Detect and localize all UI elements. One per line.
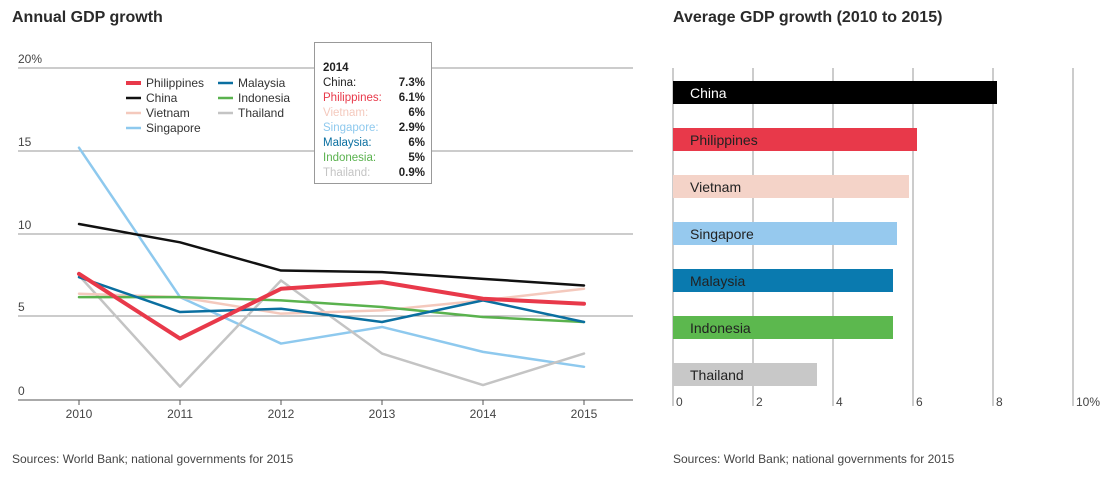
bar-thailand[interactable] [673,363,817,386]
x-tick-label: 4 [836,395,843,409]
tooltip-country: Indonesia: [323,152,377,164]
tooltip-value: 6% [408,107,425,119]
bar-label: Philippines [690,132,758,148]
tooltip-value: 0.9% [398,167,425,179]
tooltip-value: 7.3% [398,77,425,89]
bar-label: China [690,85,727,101]
bar-chart[interactable]: 0 2 4 6 8 10% China Philippines Vietnam Singapore… [654,0,1104,440]
x-tick-label: 0 [676,395,683,409]
series-line-malaysia[interactable] [77,275,586,324]
x-tick-label: 2013 [369,407,396,421]
bar-label: Vietnam [690,179,741,195]
y-tick-label: 10 [18,218,32,232]
bar-malaysia[interactable] [673,269,893,292]
tooltip-row: Thailand: 0.9% [323,167,425,182]
tooltip-row: Vietnam: 6% [323,107,425,122]
bar-label: Indonesia [690,320,751,336]
tooltip-row: China: 7.3% [323,77,425,92]
series-line-indonesia[interactable] [77,295,586,324]
y-tick-label: 0 [18,384,25,398]
legend-label: Singapore [146,121,201,135]
legend-label: China [146,91,178,105]
tooltip-value: 6% [408,137,425,149]
bar-label: Singapore [690,226,754,242]
legend-label: Thailand [238,106,284,120]
right-chart-title: Average GDP growth (2010 to 2015) [673,9,943,26]
tooltip-value: 2.9% [398,122,425,134]
bar-singapore[interactable] [673,222,897,245]
left-source-note: Sources: World Bank; national government… [12,452,294,466]
tooltip-row: Singapore: 2.9% [323,122,425,137]
tooltip-country: Singapore: [323,122,379,134]
tooltip-country: Malaysia: [323,137,372,149]
legend-label: Philippines [146,76,204,90]
left-chart-title: Annual GDP growth [12,9,163,26]
x-tick-label: 2012 [268,407,295,421]
bar-label: Malaysia [690,273,745,289]
hover-tooltip: 2014 China: 7.3% Philippines: 6.1% Vietnam: 6… [314,42,432,184]
bar-china[interactable] [673,81,997,104]
series-line-philippines[interactable] [77,271,586,341]
x-tick-label: 2014 [470,407,497,421]
tooltip-value: 5% [408,152,425,164]
series-line-china[interactable] [77,222,586,287]
legend-label: Vietnam [146,106,190,120]
right-source-note: Sources: World Bank; national government… [673,452,955,466]
series-line-thailand[interactable] [77,274,586,388]
y-tick-label: 5 [18,300,25,314]
line-chart[interactable]: 0 5 10 15 20% 2010 2011 2012 2013 2014 2015 Philipp… [0,0,640,440]
x-tick-label: 2011 [167,407,193,421]
y-tick-label: 15 [18,135,32,149]
tooltip-country: Philippines: [323,92,382,104]
bar-label: Thailand [690,367,744,383]
x-tick-label: 2010 [66,407,93,421]
series-line-singapore[interactable] [77,146,586,369]
tooltip-row: Philippines: 6.1% [323,92,425,107]
x-tick-label: 2 [756,395,763,409]
tooltip-row: Indonesia: 5% [323,152,425,167]
x-tick-label: 2015 [571,407,598,421]
tooltip-year: 2014 [323,62,349,74]
legend-label: Malaysia [238,76,286,90]
tooltip-value: 6.1% [398,92,425,104]
bar-philippines[interactable] [673,128,917,151]
tooltip-country: Vietnam: [323,107,369,119]
x-tick-label: 6 [916,395,923,409]
tooltip-country: Thailand: [323,167,371,179]
bar-vietnam[interactable] [673,175,909,198]
x-tick-label: 8 [996,395,1003,409]
bar-indonesia[interactable] [673,316,893,339]
y-tick-label: 20% [18,52,42,66]
tooltip-country: China: [323,77,357,89]
tooltip-row: Malaysia: 6% [323,137,425,152]
legend-label: Indonesia [238,91,290,105]
x-tick-label: 10% [1076,395,1100,409]
